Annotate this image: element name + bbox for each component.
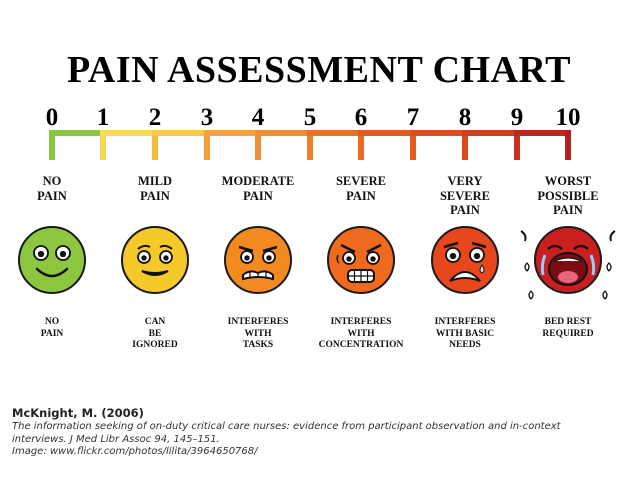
scale-tick [565,130,571,160]
slight-smile-face-icon [120,225,190,295]
scale-tick [307,130,313,160]
pain-level-label: MILD PAIN [137,174,173,203]
citation: McKnight, M. (2006) The information seek… [12,405,632,459]
scale-number: 10 [555,104,581,131]
distressed-face-icon [430,225,500,295]
scale-bar-segment [410,130,465,136]
smiling-face-icon [17,225,87,295]
scale-number: 1 [96,104,110,131]
scale-bar-segment [358,130,413,136]
grimacing-face-icon [223,225,293,295]
scale-number: 5 [303,104,317,131]
scale-number: 6 [354,104,368,131]
scale-tick [514,130,520,160]
pain-level-label: MODERATE PAIN [221,174,295,203]
pain-level-description: INTERFERES WITH TASKS [227,317,289,350]
scale-number: 3 [200,104,214,131]
scale-number: 8 [458,104,472,131]
chart-title: PAIN ASSESSMENT CHART [67,49,571,91]
pain-level-description: BED REST REQUIRED [542,317,594,339]
pain-level-label: WORST POSSIBLE PAIN [537,174,599,217]
scale-bar-segment [514,130,568,136]
citation-author: McKnight, M. (2006) [12,406,144,420]
pain-level-label: SEVERE PAIN [335,174,387,203]
pain-level-description: INTERFERES WITH BASIC NEEDS [434,317,496,350]
scale-bar-segment [100,130,155,136]
pain-level-label: NO PAIN [37,174,67,203]
scale-number: 4 [251,104,265,131]
pain-level-description: CAN BE IGNORED [132,317,178,350]
scale-tick [49,130,55,160]
scale-tick [152,130,158,160]
scale-number: 2 [148,104,162,131]
gritting-teeth-face-icon [326,225,396,295]
scale-bar-segment [255,130,310,136]
scale-number: 0 [45,104,59,131]
pain-level-label: VERY SEVERE PAIN [439,174,491,217]
citation-line-2: interviews. J Med Libr Assoc 94, 145–151… [12,433,220,445]
citation-line-3: Image: www.flickr.com/photos/lilita/3964… [12,446,258,457]
scale-tick [204,130,210,160]
citation-line-1: The information seeking of on-duty criti… [12,421,561,432]
scale-bar-segment [307,130,361,136]
scale-bar-segment [49,130,103,136]
scale-tick [255,130,261,160]
scale-number: 7 [406,104,420,131]
scale-tick [462,130,468,160]
scale-tick [100,130,106,160]
pain-level-description: INTERFERES WITH CONCENTRATION [318,317,404,350]
scale-tick [358,130,364,160]
crying-face-icon [520,225,616,300]
scale-bar-segment [462,130,517,136]
pain-level-description: NO PAIN [40,317,64,339]
scale-number: 9 [510,104,524,131]
scale-bar-segment [152,130,207,136]
scale-bar-segment [204,130,258,136]
scale-tick [410,130,416,160]
